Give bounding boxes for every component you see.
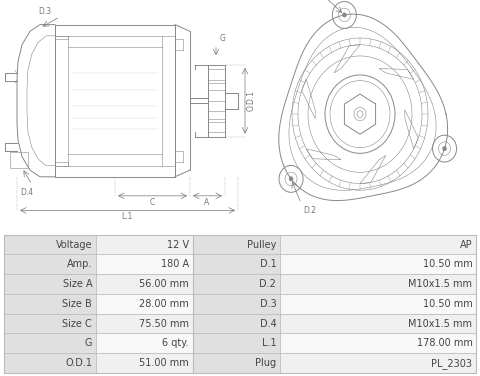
Bar <box>4 334 96 353</box>
Text: 28.00 mm: 28.00 mm <box>139 299 189 309</box>
Bar <box>96 255 193 274</box>
Text: 6 qty.: 6 qty. <box>162 338 189 348</box>
Bar <box>193 235 280 255</box>
Bar <box>280 353 476 373</box>
Bar <box>4 235 96 255</box>
Text: AP: AP <box>460 240 472 250</box>
Text: Amp.: Amp. <box>67 259 92 269</box>
Bar <box>193 334 280 353</box>
Text: G: G <box>220 33 226 42</box>
Bar <box>96 235 193 255</box>
Text: A: A <box>204 198 210 207</box>
Text: D.2: D.2 <box>260 279 276 289</box>
Bar <box>4 255 96 274</box>
Bar <box>4 294 96 314</box>
Bar <box>193 353 280 373</box>
Text: 75.50 mm: 75.50 mm <box>139 318 189 329</box>
Text: D.2: D.2 <box>303 206 316 215</box>
Text: D.3: D.3 <box>260 299 276 309</box>
Text: Pulley: Pulley <box>247 240 276 250</box>
Text: 51.00 mm: 51.00 mm <box>139 358 189 368</box>
Text: C: C <box>149 198 155 207</box>
Text: M10x1.5 mm: M10x1.5 mm <box>408 318 472 329</box>
Bar <box>4 314 96 334</box>
Text: D.4: D.4 <box>260 318 276 329</box>
Text: 180 A: 180 A <box>161 259 189 269</box>
Circle shape <box>357 111 363 117</box>
Text: D.1: D.1 <box>260 259 276 269</box>
Bar <box>280 314 476 334</box>
Bar <box>96 334 193 353</box>
Text: G: G <box>84 338 92 348</box>
Text: D.3: D.3 <box>38 7 51 16</box>
Bar <box>193 255 280 274</box>
Text: Size C: Size C <box>62 318 92 329</box>
Bar <box>193 294 280 314</box>
Text: Plug: Plug <box>255 358 276 368</box>
Text: D.4: D.4 <box>20 188 33 197</box>
Text: 12 V: 12 V <box>167 240 189 250</box>
Circle shape <box>443 146 446 151</box>
Text: L.1: L.1 <box>121 212 132 221</box>
Bar <box>193 274 280 294</box>
Bar <box>193 314 280 334</box>
Text: PL_2303: PL_2303 <box>432 358 472 368</box>
Text: Size A: Size A <box>62 279 92 289</box>
Bar <box>280 334 476 353</box>
Text: L.1: L.1 <box>262 338 276 348</box>
Bar <box>4 274 96 294</box>
Text: Voltage: Voltage <box>56 240 92 250</box>
Bar <box>280 274 476 294</box>
Text: Size B: Size B <box>62 299 92 309</box>
Text: 10.50 mm: 10.50 mm <box>422 259 472 269</box>
Bar <box>4 353 96 373</box>
Circle shape <box>342 13 347 17</box>
Bar <box>96 353 193 373</box>
Text: M10x1.5 mm: M10x1.5 mm <box>408 279 472 289</box>
Bar <box>280 255 476 274</box>
Bar <box>96 274 193 294</box>
Text: 56.00 mm: 56.00 mm <box>139 279 189 289</box>
Text: 10.50 mm: 10.50 mm <box>422 299 472 309</box>
Bar <box>96 314 193 334</box>
Bar <box>280 235 476 255</box>
FancyBboxPatch shape <box>10 152 28 168</box>
Circle shape <box>289 177 293 181</box>
Bar <box>96 294 193 314</box>
Text: 178.00 mm: 178.00 mm <box>417 338 472 348</box>
Text: O.D.1: O.D.1 <box>247 90 256 111</box>
Bar <box>280 294 476 314</box>
Text: O.D.1: O.D.1 <box>65 358 92 368</box>
